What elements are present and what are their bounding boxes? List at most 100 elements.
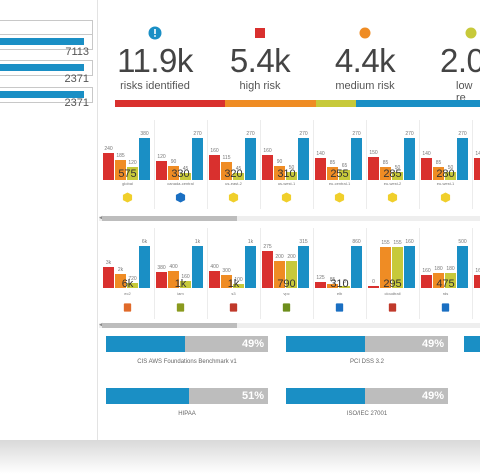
compliance-pci[interactable]: 49% PCI DSS 3.2: [286, 336, 448, 365]
summary-risks-identified: 11.9k risks identified: [105, 0, 205, 92]
bar-value-label: 45: [235, 166, 242, 172]
services-card-summary[interactable]: 6k ec2: [101, 278, 154, 318]
regions-card-summary[interactable]: 255 eu-central-1: [313, 168, 366, 208]
bar-value-label: 150: [369, 150, 378, 156]
card-divider: [472, 120, 473, 209]
regions-card[interactable]: 120 90 45 270: [154, 124, 207, 180]
regions-card-summary[interactable]: 320 us-east-2: [207, 168, 260, 208]
summary-value: 2.0: [440, 42, 480, 79]
risk-bar: [392, 172, 403, 180]
regions-card-summary[interactable]: 280 eu-west-1: [419, 168, 472, 208]
bar-value-label: 125: [316, 275, 325, 281]
left-row-1[interactable]: [0, 60, 93, 76]
bar-value-label: 160: [181, 274, 190, 280]
regions-card-summary[interactable]: 330 canada-central: [154, 168, 207, 208]
risk-stack-segment: [115, 100, 225, 107]
services-scroll-thumb[interactable]: [102, 323, 237, 328]
regions-card[interactable]: 140 85 65 270: [313, 124, 366, 180]
medium-risk-circle-icon: [358, 26, 372, 40]
bar-value-label: 85: [435, 160, 442, 166]
risk-bar: [262, 251, 273, 288]
bar-value-label: 90: [276, 159, 283, 165]
compliance-percent: 51%: [241, 390, 264, 402]
card-total: 280: [436, 168, 455, 180]
risk-bar: [380, 247, 391, 288]
services-card[interactable]: 3k 2k 720 6k: [101, 232, 154, 288]
regions-card-summary[interactable]: 310 us-west-1: [260, 168, 313, 208]
bar-value-label: 1k: [194, 239, 201, 245]
bar-value-label: 115: [222, 155, 231, 161]
card-divider: [154, 120, 155, 209]
exclamation-circle-icon: [148, 26, 162, 40]
risk-bar: [339, 286, 350, 288]
bar-value-label: 1k: [247, 239, 254, 245]
left-row-2[interactable]: [0, 87, 93, 103]
risk-bar: [274, 261, 285, 288]
vpc-icon: [260, 300, 313, 318]
risk-bar: [139, 138, 150, 180]
low-risk-circle-icon: [464, 26, 478, 40]
left-row-0[interactable]: [0, 34, 93, 50]
services-card[interactable]: 125 85 0 860: [313, 232, 366, 288]
services-card[interactable]: 400 300 100 1k: [207, 232, 260, 288]
bar-value-label: 180: [446, 266, 455, 272]
scroll-left-icon[interactable]: ◀: [99, 215, 103, 221]
services-card-summary[interactable]: 5: [472, 278, 480, 313]
services-card-summary[interactable]: 475 rds: [419, 278, 472, 318]
regions-card-summary[interactable]: 285 eu-west-2: [366, 168, 419, 208]
card-total: 310: [277, 168, 296, 180]
card-name: iam: [177, 291, 184, 296]
services-scrollbar[interactable]: ◀: [99, 322, 480, 328]
card-name: eu-west-1: [436, 181, 455, 186]
risk-bar: [421, 275, 432, 288]
card-name: s3: [231, 291, 236, 296]
high-risk-square-icon: [253, 26, 267, 40]
regions-card-summary[interactable]: 575 global: [101, 168, 154, 208]
risk-bar: [404, 138, 415, 180]
compliance-cis[interactable]: 49% CIS AWS Foundations Benchmark v1: [106, 336, 268, 365]
risk-bar: [286, 172, 297, 180]
regions-card[interactable]: 150 85 50 270: [366, 124, 419, 180]
bar-value-label: 500: [458, 239, 467, 245]
risk-bar: [315, 282, 326, 288]
services-card-summary[interactable]: 790 vpc: [260, 278, 313, 318]
regions-card-summary[interactable]: 2us-we: [472, 168, 480, 208]
regions-card[interactable]: 160 115 45 270: [207, 124, 260, 180]
regions-scrollbar[interactable]: ◀: [99, 215, 480, 221]
summary-label: low re: [456, 80, 473, 104]
services-card-summary[interactable]: 310 elb: [313, 278, 366, 318]
filter-input[interactable]: [0, 20, 93, 35]
regions-scroll-thumb[interactable]: [102, 216, 237, 221]
compliance-iso[interactable]: 49% ISO/IEC 27001: [286, 388, 448, 417]
regions-card[interactable]: 240 185 120 380: [101, 124, 154, 180]
dashboard-frame: 7113 2371 2371 11.9k risks identified 5.…: [0, 0, 480, 440]
card-divider: [207, 228, 208, 319]
hexagon-icon: [472, 190, 480, 208]
services-card-summary[interactable]: 1k s3: [207, 278, 260, 318]
card-total: 790: [277, 278, 296, 290]
left-row-0-value: 7113: [65, 46, 89, 58]
risk-bar: [445, 273, 456, 288]
compliance-fill: [106, 388, 189, 404]
card-name: us-we: [472, 181, 480, 186]
regions-card[interactable]: 160 90 50 270: [260, 124, 313, 180]
compliance-next[interactable]: [464, 336, 480, 352]
compliance-hipaa[interactable]: 51% HIPAA: [106, 388, 268, 417]
services-card[interactable]: 0 155 155 160: [366, 232, 419, 288]
compliance-bar: 51%: [106, 388, 268, 404]
bar-value-label: 0: [343, 279, 346, 285]
bar-value-label: 100: [234, 277, 243, 283]
card-divider: [313, 120, 314, 209]
services-card-summary[interactable]: 295 cloudtrail: [366, 278, 419, 318]
services-card[interactable]: 380 400 160 1k: [154, 232, 207, 288]
risk-bar: [245, 246, 256, 288]
bar-value-label: 240: [104, 146, 113, 152]
scroll-left-icon[interactable]: ◀: [99, 322, 103, 328]
services-card-summary[interactable]: 1k iam: [154, 278, 207, 318]
services-card[interactable]: 275 200 200 315: [260, 232, 313, 288]
bar-value-label: 50: [394, 165, 401, 171]
